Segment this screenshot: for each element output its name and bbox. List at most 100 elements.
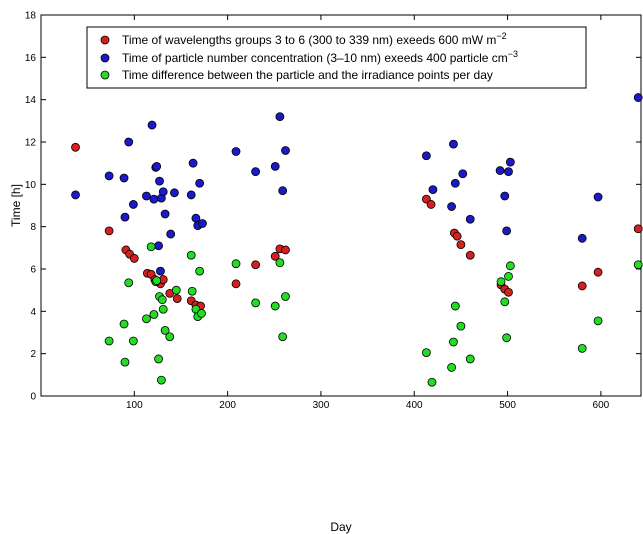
irradiance-point <box>129 254 139 263</box>
difference-point <box>119 319 129 329</box>
legend-box <box>86 26 587 89</box>
difference-point <box>633 260 643 270</box>
particle-point <box>281 146 290 155</box>
irradiance-point <box>504 287 513 297</box>
axes <box>40 14 642 397</box>
difference-point <box>160 325 170 335</box>
particle-point <box>428 185 438 195</box>
irradiance-point <box>633 224 643 234</box>
particle-point <box>124 137 134 147</box>
difference-point <box>504 272 513 281</box>
y-tick-label: 12 <box>25 138 37 149</box>
difference-point <box>154 354 163 364</box>
particle-point <box>278 186 288 196</box>
difference-point <box>275 258 285 268</box>
irradiance-point <box>251 260 261 270</box>
difference-point <box>186 250 196 260</box>
particle-point <box>166 229 176 239</box>
difference-point <box>124 278 134 288</box>
difference-point <box>120 357 130 367</box>
irradiance-point <box>281 245 290 255</box>
legend-marker-difference <box>100 70 110 80</box>
legend-text-irradiance: Time of wavelengths groups 3 to 6 (300 t… <box>122 31 507 47</box>
legend-marker-particle <box>100 53 110 63</box>
y-tick-label: 16 <box>25 53 37 64</box>
legend-marker-irradiance <box>100 35 110 45</box>
plot-frame <box>40 14 642 397</box>
difference-point <box>456 321 466 331</box>
particle-point <box>465 214 475 224</box>
difference-point <box>281 292 290 301</box>
particle-point <box>71 190 80 200</box>
y-tick-label: 18 <box>25 11 37 22</box>
difference-point <box>496 277 506 287</box>
difference-point <box>421 348 431 358</box>
difference-point <box>502 333 512 343</box>
particle-point <box>128 200 138 209</box>
y-tick-label: 14 <box>25 95 37 106</box>
difference-point <box>577 343 587 353</box>
difference-point <box>449 337 458 347</box>
difference-point <box>158 304 168 314</box>
ticks: 100 200 300 400 500 600 0 2 4 6 8 10 12 14 16 18 <box>25 11 641 411</box>
y-tick-label: 8 <box>30 222 36 233</box>
particle-point <box>593 192 603 202</box>
particle-point <box>158 187 168 197</box>
difference-point <box>450 301 460 311</box>
particle-point <box>120 212 130 222</box>
difference-point <box>278 332 288 342</box>
x-tick-label: 500 <box>499 400 516 411</box>
legend-entry-difference: Time difference between the particle and… <box>100 68 493 82</box>
difference-point <box>171 285 181 295</box>
difference-point <box>128 336 138 346</box>
irradiance-point <box>426 200 436 209</box>
difference-point <box>142 314 151 324</box>
difference-point <box>104 336 114 346</box>
particle-point <box>421 151 431 161</box>
irradiance-point <box>270 251 280 261</box>
y-tick-label: 4 <box>30 307 36 318</box>
x-tick-label: 200 <box>219 400 236 411</box>
difference-point <box>270 301 280 311</box>
y-tick-label: 2 <box>30 349 36 360</box>
difference-point <box>165 332 175 342</box>
particle-point <box>147 120 157 130</box>
difference-point <box>197 309 206 318</box>
difference-point <box>231 259 241 269</box>
difference-point <box>505 261 515 271</box>
y-axis-label: Time [h] <box>9 184 23 227</box>
difference-point <box>156 375 166 385</box>
difference-point <box>157 295 167 305</box>
difference-point <box>427 377 437 387</box>
particle-point <box>155 176 164 186</box>
particle-point <box>275 112 285 121</box>
particle-point <box>156 266 165 276</box>
x-tick-label: 100 <box>126 400 143 411</box>
legend: Time of wavelengths groups 3 to 6 (300 t… <box>86 26 587 89</box>
particle-point <box>154 241 163 251</box>
particle-point <box>152 161 162 171</box>
difference-point <box>195 266 205 276</box>
legend-text-particle: Time of particle number concentration (3… <box>122 49 518 65</box>
x-tick-label: 300 <box>313 400 330 411</box>
particle-point <box>500 191 510 201</box>
irradiance-point <box>593 267 603 277</box>
particle-point <box>449 139 458 149</box>
irradiance-point <box>71 142 80 152</box>
particle-point <box>104 171 114 181</box>
particle-point <box>270 161 280 171</box>
difference-point <box>146 242 156 252</box>
particle-point <box>119 173 129 183</box>
particle-point <box>502 226 512 236</box>
irradiance-point <box>577 281 587 291</box>
particle-point <box>447 202 456 211</box>
irradiance-point <box>456 240 466 250</box>
irradiance-point <box>104 226 114 236</box>
particle-point <box>186 190 196 200</box>
irradiance-point <box>465 250 475 260</box>
particle-point <box>149 194 159 204</box>
difference-point <box>465 354 475 364</box>
particle-point <box>450 178 460 188</box>
x-tick-label: 400 <box>406 400 423 411</box>
x-tick-label: 600 <box>593 400 610 411</box>
